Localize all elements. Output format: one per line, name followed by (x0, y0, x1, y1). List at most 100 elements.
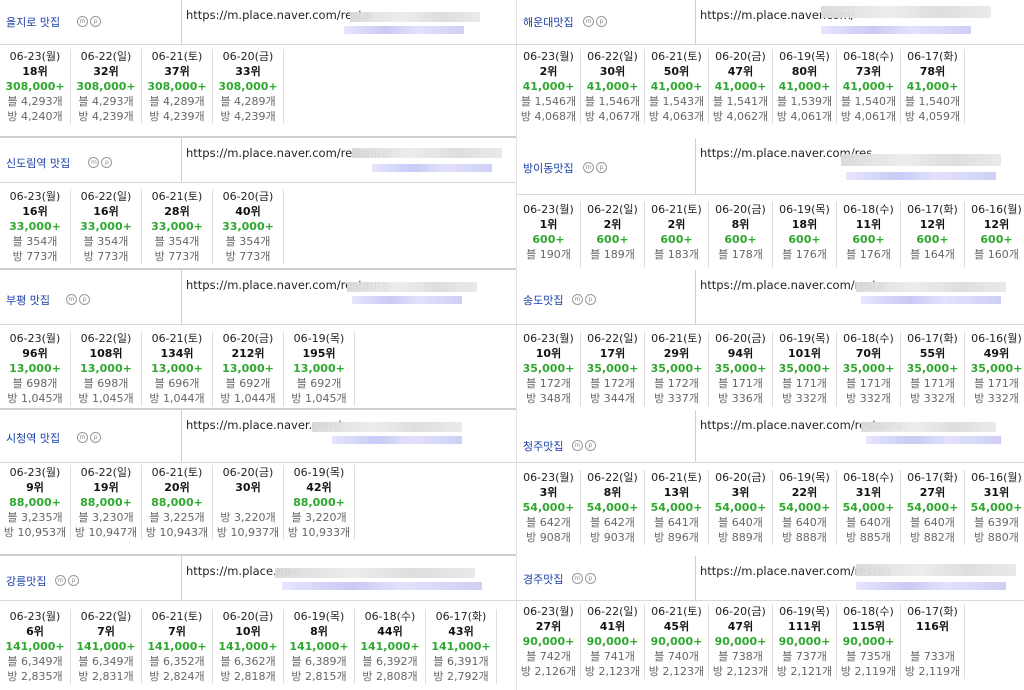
day-count: 90,000+ (842, 635, 895, 648)
blog-review-count: 블 178개 (718, 248, 763, 261)
blog-review-count: 블 1,543개 (648, 95, 705, 108)
day-rank: 13위 (663, 486, 690, 499)
keyword-link[interactable]: 경주맛집 (523, 573, 564, 586)
blog-review-count: 블 172개 (526, 377, 571, 390)
blog-review-count: 블 6,391개 (433, 655, 489, 668)
day-column: 06-23(월) 3위 54,000+ 블 642개 방 908개 (517, 470, 581, 545)
panel-header: 부평 맛집 m p https://m.place.naver.com/restaur… (0, 270, 516, 325)
keyword-link[interactable]: 강릉맛집 (6, 575, 47, 588)
visitor-review-count: 방 2,123개 (648, 665, 705, 678)
blog-review-count: 블 4,289개 (220, 95, 276, 108)
place-url-link[interactable]: https://m.place.naver.com/restaura (700, 418, 903, 432)
day-column: 06-19(목) 195위 13,000+ 블 692개 방 1,045개 (284, 331, 355, 406)
blog-review-count: 블 3,230개 (78, 511, 134, 524)
day-count: 35,000+ (842, 362, 895, 375)
day-stats-row: 06-23(월) 3위 54,000+ 블 642개 방 908개 06-22(일) 8위 5… (517, 470, 1024, 545)
day-date: 06-22(일) (587, 50, 638, 63)
blog-review-count: 블 1,541개 (712, 95, 769, 108)
keyword-link[interactable]: 청주맛집 (523, 440, 564, 453)
blog-review-count: 블 6,392개 (362, 655, 418, 668)
keyword-link[interactable]: 방이동맛집 (523, 162, 574, 175)
day-column: 06-21(토) 29위 35,000+ 블 172개 방 337개 (645, 331, 709, 406)
day-date: 06-17(화) (907, 50, 958, 63)
blog-review-count: 블 160개 (974, 248, 1019, 261)
visitor-review-count (517, 262, 580, 268)
visitor-review-count: 방 10,937개 (216, 526, 280, 539)
day-column: 06-23(월) 2위 41,000+ 블 1,546개 방 4,068개 (517, 49, 581, 124)
day-count: 90,000+ (650, 635, 703, 648)
place-badge-icon: p (584, 573, 596, 584)
place-url-link[interactable]: https://m.place.nav (186, 564, 298, 578)
place-url-link[interactable]: https://m.place.naver.com/resta (700, 278, 884, 292)
day-count: 13,000+ (80, 362, 132, 375)
visitor-review-count: 방 2,123개 (712, 665, 769, 678)
day-column: 06-20(금) 3위 54,000+ 블 640개 방 889개 (709, 470, 773, 545)
day-count (901, 634, 964, 649)
place-url-link[interactable]: https://m.place.naver.com/ (186, 418, 341, 432)
day-count: 88,000+ (9, 496, 61, 509)
day-date: 06-20(금) (222, 466, 274, 479)
day-count (213, 495, 283, 510)
day-date: 06-16(월) (971, 471, 1022, 484)
blog-review-count: 블 172개 (590, 377, 635, 390)
keyword-link[interactable]: 송도맛집 (523, 294, 564, 307)
day-rank: 195위 (302, 347, 336, 360)
day-count: 54,000+ (586, 501, 639, 514)
place-url-link[interactable]: https://m.place.naver.com/restaurar (186, 146, 394, 160)
day-count: 600+ (916, 233, 949, 246)
day-rank: 28위 (164, 205, 190, 218)
visitor-review-count: 방 10,947개 (74, 526, 138, 539)
day-count: 600+ (724, 233, 757, 246)
day-count: 308,000+ (76, 80, 136, 93)
day-rank: 1위 (539, 218, 558, 231)
keyword-link[interactable]: 신도림역 맛집 (6, 157, 71, 170)
blog-review-count: 블 354개 (154, 235, 200, 248)
day-rank: 47위 (727, 65, 754, 78)
place-url-link[interactable]: https://m.place.naver.com/restaura (186, 278, 389, 292)
blog-review-count: 블 3,220개 (291, 511, 347, 524)
keyword-link[interactable]: 시청역 맛집 (6, 432, 61, 445)
redacted-url-blur (856, 282, 1006, 292)
place-badge-icon: p (101, 157, 113, 168)
visitor-review-count: 방 4,240개 (7, 110, 63, 123)
visitor-review-count: 방 2,119개 (840, 665, 897, 678)
day-date: 06-23(월) (9, 610, 61, 623)
place-url-link[interactable]: https://m.place.naver.com/ (700, 8, 855, 22)
day-rank: 10위 (235, 625, 261, 638)
day-date: 06-18(수) (843, 605, 894, 618)
place-url-link[interactable]: https://m.place.naver.com/resta (186, 8, 370, 22)
keyword-link[interactable]: 을지로 맛집 (6, 16, 61, 29)
keyword-panel: 강릉맛집 m p https://m.place.nav 06-23(월) 6위 141,0… (0, 556, 516, 690)
day-date: 06-17(화) (907, 332, 958, 345)
panel-separator (0, 554, 516, 556)
column-divider (516, 0, 517, 690)
day-count: 41,000+ (906, 80, 959, 93)
day-count: 13,000+ (151, 362, 203, 375)
keyword-link[interactable]: 부평 맛집 (6, 294, 50, 307)
mobile-badge-icon: m (583, 16, 594, 27)
day-count: 41,000+ (714, 80, 767, 93)
day-count: 54,000+ (714, 501, 767, 514)
keyword-link[interactable]: 해운대맛집 (523, 16, 574, 29)
visitor-review-count: 방 348개 (526, 392, 571, 405)
panel-header: 경주맛집 m p https://m.place.naver.com/restau (517, 556, 1024, 601)
place-url-link[interactable]: https://m.place.naver.com/restau (700, 564, 892, 578)
day-rank: 18위 (22, 65, 48, 78)
keyword-panel: 송도맛집 m p https://m.place.naver.com/resta 06-… (517, 270, 1024, 408)
mobile-badge-icon: m (77, 432, 89, 443)
blog-review-count: 블 692개 (296, 377, 342, 390)
day-date: 06-17(화) (435, 610, 487, 623)
day-date: 06-22(일) (587, 203, 638, 216)
visitor-review-count: 방 908개 (526, 531, 571, 544)
day-rank: 16위 (22, 205, 48, 218)
visitor-review-count: 방 4,061개 (840, 110, 897, 123)
place-url-link[interactable]: https://m.place.naver.com/res (700, 146, 873, 160)
day-count: 600+ (596, 233, 629, 246)
visitor-review-count: 방 1,044개 (149, 392, 205, 405)
day-column: 06-18(수) 11위 600+ 블 176개 (837, 202, 901, 268)
day-count: 33,000+ (80, 220, 132, 233)
day-column: 06-18(수) 44위 141,000+ 블 6,392개 방 2,808개 (355, 609, 426, 684)
url-cell: https://m.place.naver.com/resta (181, 0, 516, 44)
